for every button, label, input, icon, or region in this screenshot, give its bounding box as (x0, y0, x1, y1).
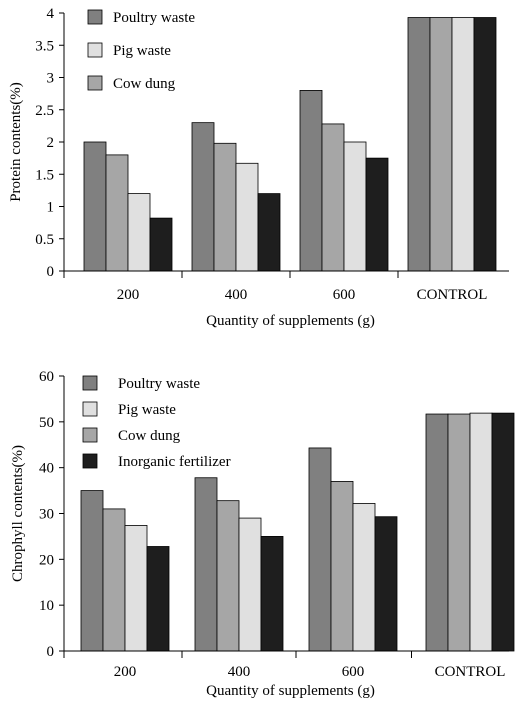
bar-600-series-2 (330, 481, 354, 652)
bar-600-series-1 (299, 90, 323, 272)
bar-600-series-3 (352, 503, 376, 652)
legend-swatch (87, 75, 103, 91)
y-tick-label: 40 (39, 461, 54, 477)
legend-swatch (82, 375, 98, 391)
bar-200-series-3 (127, 193, 151, 272)
y-axis-title: Chrophyll contents(%) (10, 445, 26, 582)
bar-200-series-2 (105, 154, 129, 272)
x-tick-label: CONTROL (417, 287, 488, 303)
bar-400-series-4 (257, 193, 281, 272)
y-tick-label: 20 (39, 552, 54, 568)
legend-label: Cow dung (113, 76, 176, 92)
bar-control-series-2 (447, 413, 471, 652)
y-tick-label: 0.5 (35, 232, 54, 248)
bar-200-series-4 (146, 546, 170, 652)
bar-600-series-2 (321, 123, 345, 272)
y-axis-title: Protein contents(%) (8, 82, 24, 202)
y-tick-label: 2.5 (35, 103, 54, 119)
bar-control-series-1 (407, 17, 431, 272)
x-tick-label: 600 (342, 664, 365, 680)
x-axis-title: Quantity of supplements (g) (206, 683, 375, 699)
x-tick-label: 400 (228, 664, 251, 680)
legend-label: Pig waste (113, 43, 171, 59)
bar-400-series-1 (194, 477, 218, 652)
bar-600-series-4 (374, 516, 398, 652)
bar-400-series-3 (238, 517, 262, 652)
bar-600-series-1 (308, 447, 332, 652)
bar-600-series-3 (343, 141, 367, 272)
legend-label: Poultry waste (113, 10, 195, 26)
bar-400-series-2 (216, 500, 240, 652)
legend-label: Cow dung (118, 428, 181, 444)
y-tick-label: 1.5 (35, 167, 54, 183)
bar-400-series-2 (213, 142, 237, 272)
bar-600-series-4 (365, 157, 389, 272)
bar-400-series-1 (191, 122, 215, 272)
legend-swatch (82, 401, 98, 417)
chlorophyll-chart: 0 10 20 30 40 50 60 200 400 600 CONTROL Quantity of… (10, 369, 515, 699)
y-tick-label: 3.5 (35, 38, 54, 54)
legend-label: Pig waste (118, 402, 176, 418)
y-tick-label: 30 (39, 507, 54, 523)
bar-control-series-4 (473, 17, 497, 272)
protein-chart: 0 0.5 1 1.5 2 2.5 3 3.5 4 200 400 600 CONTROL Quantit… (8, 6, 509, 329)
legend-swatch (82, 453, 98, 469)
x-tick-label: 400 (225, 287, 248, 303)
bar-control-series-1 (425, 413, 449, 652)
bar-control-series-4 (491, 412, 515, 652)
y-tick-label: 10 (39, 598, 54, 614)
y-tick-label: 0 (47, 264, 55, 280)
bar-400-series-3 (235, 162, 259, 272)
bar-200-series-3 (124, 525, 148, 652)
legend-label: Poultry waste (118, 376, 200, 392)
x-tick-label: 200 (117, 287, 140, 303)
y-tick-label: 2 (47, 135, 55, 151)
bar-200-series-1 (83, 141, 107, 272)
x-axis-title: Quantity of supplements (g) (206, 313, 375, 329)
legend-swatch (87, 42, 103, 58)
y-tick-label: 0 (47, 644, 55, 660)
x-tick-label: 600 (333, 287, 356, 303)
y-tick-label: 4 (47, 6, 55, 22)
legend-swatch (87, 9, 103, 25)
x-tick-label: CONTROL (435, 664, 506, 680)
bar-control-series-3 (469, 412, 493, 652)
y-tick-label: 3 (47, 71, 55, 87)
x-tick-label: 200 (114, 664, 137, 680)
y-tick-label: 60 (39, 369, 54, 385)
legend-label: Inorganic fertilizer (118, 454, 231, 470)
legend-swatch (82, 427, 98, 443)
y-tick-label: 50 (39, 415, 54, 431)
bar-control-series-2 (429, 17, 453, 272)
bar-control-series-3 (451, 17, 475, 272)
bar-200-series-4 (149, 217, 173, 272)
bar-200-series-1 (80, 490, 104, 652)
bar-200-series-2 (102, 508, 126, 652)
y-tick-label: 1 (47, 200, 55, 216)
bar-400-series-4 (260, 536, 284, 652)
